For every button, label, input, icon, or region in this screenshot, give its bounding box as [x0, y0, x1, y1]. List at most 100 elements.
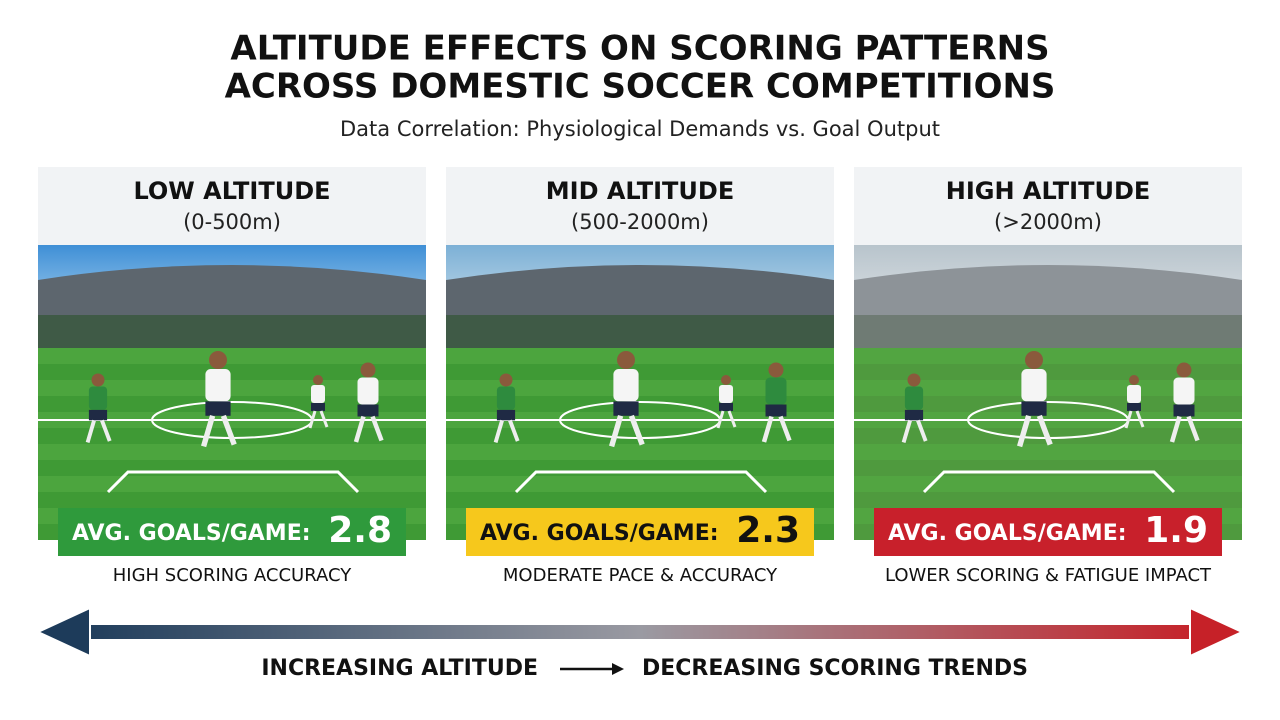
- pitch-stripe: [38, 380, 426, 396]
- panel-range: (>2000m): [994, 210, 1102, 234]
- box-line: [106, 470, 360, 494]
- player-head: [1025, 351, 1043, 369]
- panel-title: MID ALTITUDE: [546, 177, 734, 205]
- player-head: [209, 351, 227, 369]
- box-line: [922, 470, 1176, 494]
- title-line: ALTITUDE EFFECTS ON SCORING PATTERNS: [230, 29, 1049, 69]
- pitch-stripe: [446, 476, 834, 492]
- player-shorts: [496, 409, 516, 421]
- player-shorts: [904, 409, 924, 421]
- player-leg: [609, 415, 624, 448]
- player-shirt: [904, 386, 924, 410]
- player-shirt: [205, 369, 231, 402]
- goals-badge: [58, 508, 406, 556]
- panel-caption: MODERATE PACE & ACCURACY: [503, 565, 778, 586]
- title-line: ACROSS DOMESTIC SOCCER COMPETITIONS: [225, 67, 1056, 107]
- player-shorts: [765, 404, 787, 417]
- player-head: [1176, 362, 1192, 378]
- player-leg: [727, 410, 737, 428]
- player-shorts: [1127, 403, 1141, 411]
- panel-range: (500-2000m): [571, 210, 709, 234]
- panel-range: (0-500m): [183, 210, 281, 234]
- player-shorts: [205, 401, 231, 416]
- player-shorts: [719, 403, 733, 411]
- player-leg: [353, 415, 366, 443]
- player-shorts: [88, 409, 108, 421]
- goals-label: AVG. GOALS/GAME:: [888, 521, 1127, 546]
- pitch-stripe: [854, 444, 1242, 460]
- panel-title: LOW ALTITUDE: [133, 177, 330, 205]
- player-leg: [201, 415, 216, 448]
- goals-badge: [874, 508, 1222, 556]
- player-shorts: [1021, 401, 1047, 416]
- player-leg: [1169, 415, 1182, 443]
- pitch-stripe: [38, 348, 426, 364]
- altitude-arrow: [35, 606, 1245, 658]
- player-head: [721, 375, 731, 385]
- goals-value: 2.3: [736, 510, 800, 551]
- player-shorts: [357, 404, 379, 417]
- panels: LOW ALTITUDE (0-500m) AVG. GOALS/GAME: 2.8 H…: [38, 167, 1242, 586]
- player-leg: [628, 414, 645, 446]
- player-head: [617, 351, 635, 369]
- player-leg: [1186, 415, 1200, 442]
- stands-lower: [854, 315, 1242, 350]
- player-leg: [716, 410, 725, 429]
- player-leg: [1135, 410, 1145, 428]
- box-line: [514, 470, 768, 494]
- player-shorts: [1173, 404, 1195, 417]
- player-leg: [100, 419, 112, 442]
- player-shirt: [311, 385, 325, 403]
- player-leg: [916, 419, 928, 442]
- stands-lower: [38, 315, 426, 350]
- stands-lower: [446, 315, 834, 350]
- goals-label: AVG. GOALS/GAME:: [480, 521, 719, 546]
- player-leg: [85, 419, 96, 443]
- player-head: [768, 362, 784, 378]
- player-shorts: [613, 401, 639, 416]
- player-shirt: [357, 377, 379, 405]
- footer-arrow: [560, 663, 624, 675]
- player-head: [907, 373, 921, 387]
- player-head: [1129, 375, 1139, 385]
- player-leg: [508, 419, 520, 442]
- panel-title: HIGH ALTITUDE: [946, 177, 1151, 205]
- goals-value: 1.9: [1144, 510, 1208, 551]
- goals-value: 2.8: [328, 510, 392, 551]
- pitch-stripe: [38, 444, 426, 460]
- pitch-stripe: [446, 444, 834, 460]
- stadium-scene: [38, 245, 426, 540]
- arrow-head-right: [1189, 606, 1245, 658]
- player-leg: [493, 419, 504, 443]
- player-leg: [319, 410, 329, 428]
- panel-header: [446, 167, 834, 245]
- panel-header: [854, 167, 1242, 245]
- pitch-stripe: [446, 348, 834, 364]
- pitch-stripe: [446, 380, 834, 396]
- player-shirt: [1021, 369, 1047, 402]
- player-head: [91, 373, 105, 387]
- player-leg: [1036, 414, 1053, 446]
- arrow-shaft: [69, 623, 1211, 641]
- player-shirt: [613, 369, 639, 402]
- player-leg: [1017, 415, 1032, 448]
- player-shirt: [88, 386, 108, 410]
- player-shirt: [1127, 385, 1141, 403]
- footer-right: DECREASING SCORING TRENDS: [642, 656, 1028, 681]
- pitch-stripe: [854, 348, 1242, 364]
- player-head: [313, 375, 323, 385]
- player-head: [360, 362, 376, 378]
- pitch-stripe: [854, 476, 1242, 492]
- goals-badge: [466, 508, 814, 556]
- altitude-panel: MID ALTITUDE (500-2000m) AVG. GOALS/GAME: 2…: [446, 167, 834, 586]
- player-shirt: [719, 385, 733, 403]
- player-leg: [761, 415, 774, 443]
- subtitle: Data Correlation: Physiological Demands …: [340, 117, 940, 141]
- player-leg: [370, 415, 384, 442]
- altitude-panel: LOW ALTITUDE (0-500m) AVG. GOALS/GAME: 2.8 H…: [38, 167, 426, 586]
- player-leg: [778, 415, 792, 442]
- goals-label: AVG. GOALS/GAME:: [72, 521, 311, 546]
- player-leg: [1124, 410, 1133, 429]
